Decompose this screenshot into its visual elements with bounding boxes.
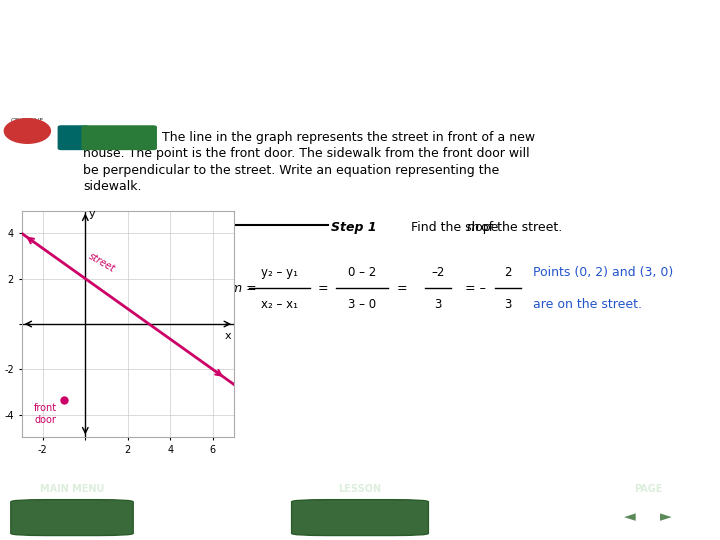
Text: Find the slope: Find the slope bbox=[403, 221, 503, 234]
Text: ▲: ▲ bbox=[65, 508, 79, 526]
FancyBboxPatch shape bbox=[608, 3, 716, 77]
Text: x₂ – x₁: x₂ – x₁ bbox=[261, 298, 298, 311]
Text: 3: 3 bbox=[434, 298, 441, 311]
Text: MAIN MENU: MAIN MENU bbox=[40, 484, 104, 494]
Text: OBJECTIVE: OBJECTIVE bbox=[11, 118, 44, 123]
Text: 3 – 0: 3 – 0 bbox=[348, 298, 377, 311]
Text: EXAMPLE: EXAMPLE bbox=[89, 132, 148, 142]
Text: PAGE: PAGE bbox=[634, 484, 662, 494]
Text: y₂ – y₁: y₂ – y₁ bbox=[261, 266, 298, 279]
Text: 0 – 2: 0 – 2 bbox=[348, 266, 377, 279]
Circle shape bbox=[4, 119, 50, 143]
Text: PEARSON: PEARSON bbox=[638, 15, 687, 23]
Text: ►: ► bbox=[660, 509, 672, 524]
Text: = –: = – bbox=[465, 282, 486, 295]
Text: m: m bbox=[467, 221, 479, 234]
Text: front
door: front door bbox=[33, 403, 57, 424]
Text: Points (0, 2) and (3, 0): Points (0, 2) and (3, 0) bbox=[533, 266, 673, 279]
Text: Additional Examples: Additional Examples bbox=[13, 86, 156, 99]
FancyBboxPatch shape bbox=[292, 500, 428, 536]
FancyBboxPatch shape bbox=[11, 500, 133, 536]
Text: house. The point is the front door. The sidewalk from the front door will: house. The point is the front door. The … bbox=[83, 147, 529, 160]
Text: are on the street.: are on the street. bbox=[533, 298, 642, 311]
Text: ◄: ◄ bbox=[624, 509, 636, 524]
Text: 2: 2 bbox=[21, 124, 34, 142]
Text: x: x bbox=[225, 330, 231, 341]
Text: ►: ► bbox=[401, 509, 413, 524]
Text: ◄: ◄ bbox=[307, 509, 319, 524]
Text: ALGEBRA 1 LESSON 6-5: ALGEBRA 1 LESSON 6-5 bbox=[13, 58, 129, 68]
FancyBboxPatch shape bbox=[58, 125, 89, 150]
Text: be perpendicular to the street. Write an equation representing the: be perpendicular to the street. Write an… bbox=[83, 164, 499, 177]
Text: Step 1: Step 1 bbox=[331, 221, 377, 234]
Text: 3: 3 bbox=[505, 298, 512, 311]
Text: 6-5: 6-5 bbox=[346, 509, 374, 524]
Text: Parallel and Perpendicular Lines: Parallel and Perpendicular Lines bbox=[13, 22, 394, 42]
Text: sidewalk.: sidewalk. bbox=[83, 180, 141, 193]
Text: –2: –2 bbox=[431, 266, 444, 279]
Text: of the street.: of the street. bbox=[477, 221, 562, 234]
Text: y: y bbox=[89, 210, 95, 219]
Text: m =: m = bbox=[230, 282, 257, 295]
Text: =: = bbox=[318, 282, 328, 295]
Text: =: = bbox=[397, 282, 407, 295]
Text: 2: 2 bbox=[505, 266, 512, 279]
Text: Prentice
Hall: Prentice Hall bbox=[645, 38, 680, 58]
Text: LESSON: LESSON bbox=[338, 484, 382, 494]
Text: The line in the graph represents the street in front of a new: The line in the graph represents the str… bbox=[162, 131, 535, 144]
Text: street: street bbox=[87, 251, 117, 274]
Text: 4: 4 bbox=[69, 130, 78, 143]
FancyBboxPatch shape bbox=[81, 125, 157, 150]
